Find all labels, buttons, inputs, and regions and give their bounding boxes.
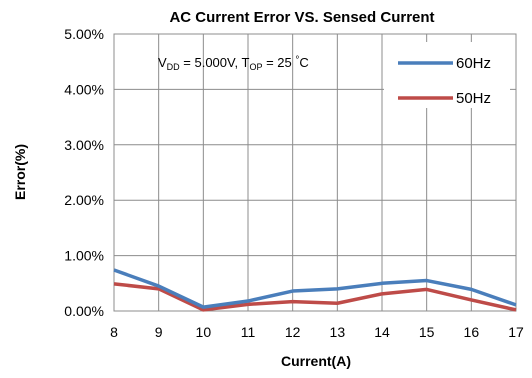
legend-label-60Hz: 60Hz	[456, 55, 491, 72]
y-tick-label: 4.00%	[64, 81, 104, 97]
x-tick-label: 16	[464, 324, 480, 340]
legend-label-50Hz: 50Hz	[456, 90, 491, 107]
x-tick-label: 9	[155, 324, 163, 340]
x-tick-label: 17	[508, 324, 524, 340]
y-tick-label: 3.00%	[64, 137, 104, 153]
x-tick-label: 12	[285, 324, 301, 340]
chart-title: AC Current Error VS. Sensed Current	[169, 9, 434, 26]
series	[113, 268, 517, 312]
x-axis-ticks: 8 9 10 11 12 13 14 15 16 17	[110, 324, 524, 340]
x-tick-label: 15	[419, 324, 435, 340]
y-tick-label: 2.00%	[64, 192, 104, 208]
x-axis-label: Current(A)	[281, 353, 351, 369]
series-line-50Hz	[113, 282, 517, 312]
x-tick-label: 13	[330, 324, 346, 340]
y-tick-label: 0.00%	[64, 303, 104, 319]
y-axis-ticks: 0.00% 1.00% 2.00% 3.00% 4.00% 5.00%	[64, 26, 104, 319]
conditions-annotation: VDD = 5.000V, TOP = 25 °C	[158, 55, 309, 72]
x-tick-label: 8	[110, 324, 118, 340]
series-line-60Hz	[113, 268, 517, 309]
plot-area	[113, 33, 517, 312]
x-tick-label: 11	[241, 324, 256, 340]
y-axis-label: Error(%)	[12, 144, 28, 200]
legend: 60Hz 50Hz	[384, 42, 510, 108]
x-tick-label: 14	[374, 324, 390, 340]
y-tick-label: 1.00%	[64, 248, 104, 264]
y-tick-label: 5.00%	[64, 26, 104, 42]
x-tick-label: 10	[196, 324, 212, 340]
